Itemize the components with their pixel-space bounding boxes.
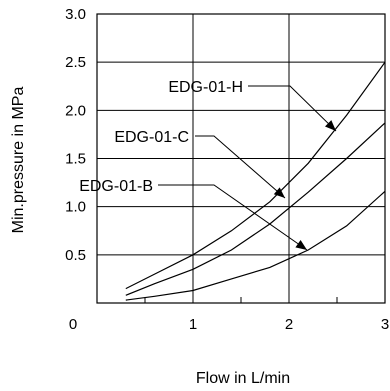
- leader-line-edg-01-c: [195, 135, 286, 199]
- series-line-edg-01-c: [125, 122, 386, 296]
- x-axis-title: Flow in L/min: [196, 370, 290, 387]
- y-tick-label: 0.5: [65, 247, 86, 264]
- series-line-edg-01-h: [125, 61, 386, 290]
- y-tick-label: 1.0: [65, 199, 86, 216]
- series-label-edg-01-h: EDG-01-H: [168, 79, 243, 96]
- legend-labels: EDG-01-H EDG-01-C EDG-01-B: [79, 79, 243, 195]
- leader-line-edg-01-b: [158, 184, 308, 251]
- leader-line-edg-01-h: [248, 85, 337, 132]
- y-tick-label: 2.5: [65, 54, 86, 71]
- series-label-edg-01-c: EDG-01-C: [114, 129, 189, 146]
- series-lines: [125, 61, 386, 301]
- x-tick-label: 0: [69, 316, 77, 333]
- y-axis-title: Min.pressure in MPa: [10, 87, 27, 234]
- grid: [97, 14, 385, 303]
- plot-frame: [96, 13, 386, 304]
- x-tick-label: 2: [285, 316, 293, 333]
- series-line-edg-01-b: [125, 190, 386, 301]
- y-tick-label: 2.0: [65, 102, 86, 119]
- x-tick-label: 1: [189, 316, 197, 333]
- legend-leaders: [158, 85, 337, 251]
- leader-arrow-edg-01-h: [325, 120, 336, 131]
- leader-arrow-edg-01-b: [295, 240, 307, 250]
- y-tick-label: 1.5: [65, 151, 86, 168]
- series-label-edg-01-b: EDG-01-B: [79, 178, 153, 195]
- y-tick-label: 3.0: [65, 6, 86, 23]
- leader-arrow-edg-01-c: [273, 187, 285, 198]
- tick-labels: 0 1 2 3 0.5 1.0 1.5 2.0 2.5 3.0: [65, 6, 389, 333]
- x-tick-label: 3: [381, 316, 389, 333]
